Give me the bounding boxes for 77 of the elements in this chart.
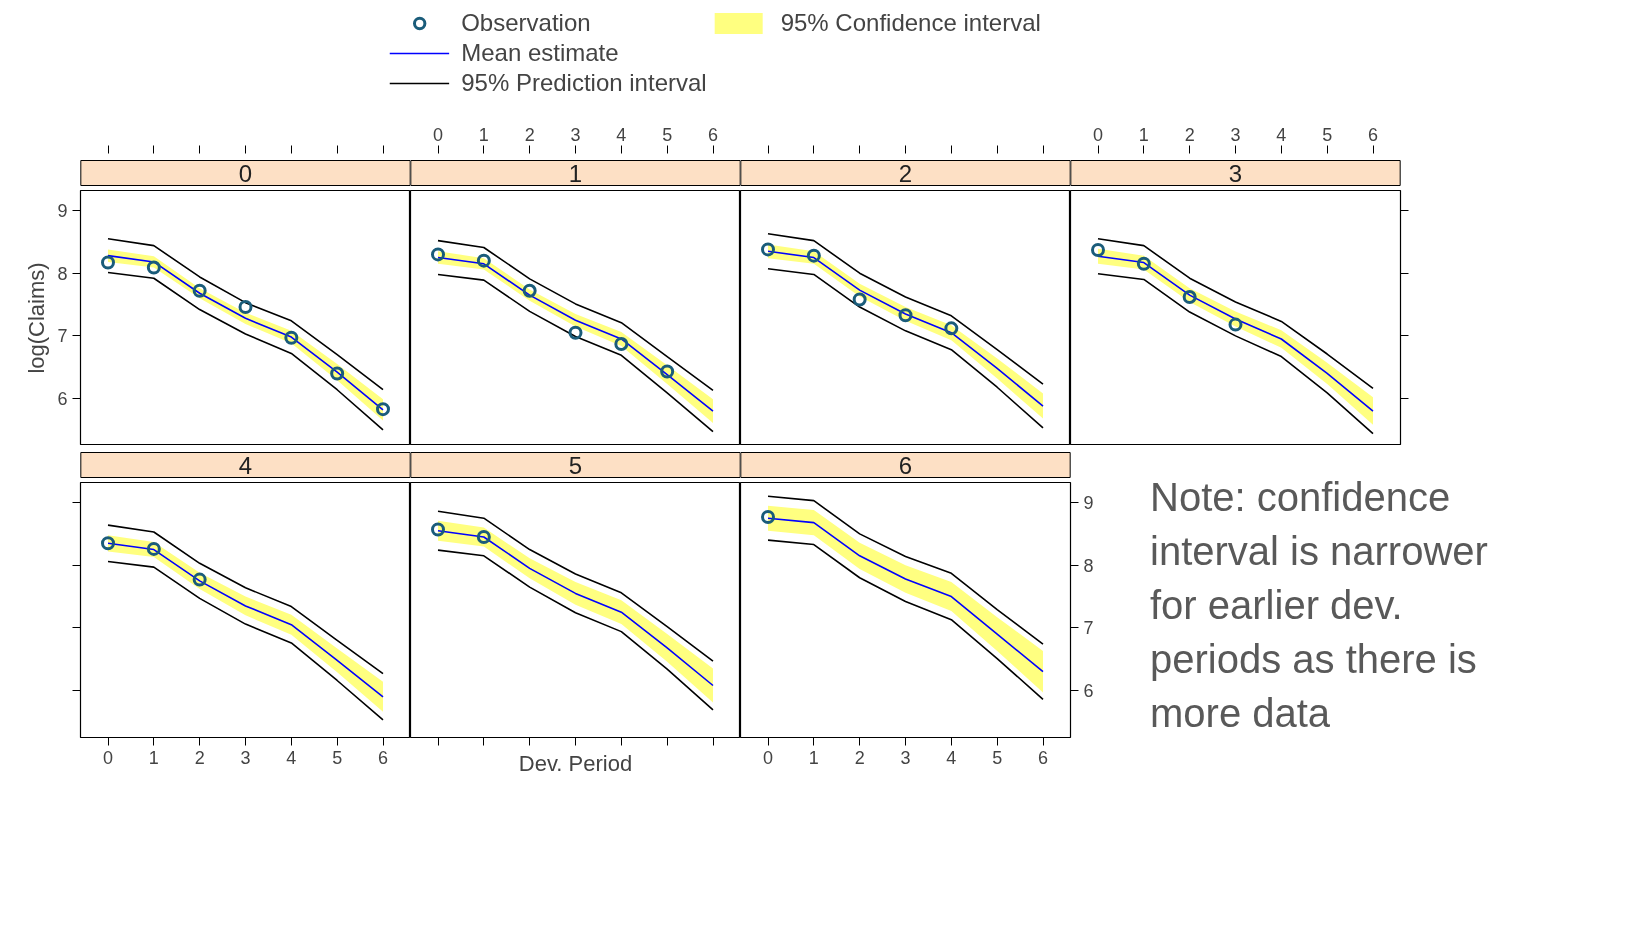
point — [568, 325, 583, 340]
point — [944, 321, 959, 336]
x-tick-label: 6 — [377, 747, 389, 768]
point — [898, 308, 913, 323]
x-tick-label: 5 — [992, 747, 1003, 768]
chart-title: 1 — [568, 159, 583, 187]
line-series — [767, 495, 1044, 645]
x-tick-label: 3 — [570, 124, 581, 145]
line-series — [107, 271, 384, 431]
x-tick-label: 0 — [432, 124, 444, 145]
x-tick-label: 3 — [240, 747, 251, 768]
point — [1136, 256, 1151, 271]
point — [238, 300, 253, 315]
point — [1228, 317, 1243, 332]
y-tick-label: 6 — [57, 389, 68, 410]
x-tick-label: 1 — [808, 747, 819, 768]
point — [146, 260, 161, 275]
text: Note: confidence interval is narrower for earlier dev. periods as there is more data — [1150, 474, 1489, 737]
x-tick-label: 4 — [946, 747, 957, 768]
y-tick-label: 8 — [1083, 555, 1094, 576]
line-series — [767, 539, 1044, 701]
chart-title: 0 — [238, 159, 253, 187]
x-tick-label: 5 — [1322, 124, 1333, 145]
point — [192, 283, 207, 298]
chart-title: 4 — [238, 451, 253, 479]
point — [284, 330, 299, 345]
x-tick-label: 4 — [1276, 124, 1287, 145]
x-tick-label: 6 — [1367, 124, 1379, 145]
x-tick-label: 4 — [616, 124, 627, 145]
line-series — [107, 237, 384, 391]
point — [431, 247, 445, 262]
y-axis-title: log(Claims) — [24, 262, 50, 374]
x-tick-label: 1 — [148, 747, 159, 768]
point — [376, 402, 390, 417]
point — [761, 242, 775, 257]
x-tick-label: 0 — [1092, 124, 1104, 145]
x-tick-label: 4 — [286, 747, 297, 768]
point — [330, 366, 345, 381]
legend-label: 95% Confidence interval — [780, 8, 1041, 37]
x-tick-label: 2 — [1184, 124, 1195, 145]
chart-title: 6 — [898, 451, 913, 479]
chart-title: 3 — [1228, 159, 1243, 187]
x-tick-label: 6 — [1037, 747, 1049, 768]
x-tick-label: 0 — [762, 747, 774, 768]
point — [476, 253, 491, 268]
legend-label: 95% Prediction interval — [461, 68, 707, 97]
x-axis-title: Dev. Period — [518, 750, 633, 776]
point — [522, 283, 537, 298]
point — [660, 364, 675, 379]
point — [1182, 290, 1197, 304]
legend-label: Observation — [461, 8, 591, 37]
x-tick-label: 5 — [332, 747, 343, 768]
x-tick-label: 5 — [662, 124, 673, 145]
legend-label: Mean estimate — [461, 38, 619, 67]
x-tick-label: 6 — [707, 124, 719, 145]
x-tick-label: 3 — [1230, 124, 1241, 145]
y-tick-label: 9 — [57, 201, 68, 222]
point — [614, 337, 629, 351]
line-series — [767, 517, 1044, 673]
y-tick-label: 9 — [1083, 493, 1094, 514]
point — [852, 292, 867, 307]
y-tick-label: 6 — [1083, 681, 1094, 702]
point — [806, 248, 821, 263]
x-tick-label: 1 — [1138, 124, 1149, 145]
x-tick-label: 1 — [478, 124, 489, 145]
y-tick-label: 8 — [57, 263, 68, 284]
chart-title: 5 — [568, 451, 583, 479]
y-tick-label: 7 — [57, 326, 68, 347]
point — [1091, 243, 1105, 258]
x-tick-label: 2 — [854, 747, 865, 768]
chart-title: 2 — [898, 159, 913, 187]
x-tick-label: 2 — [194, 747, 205, 768]
x-tick-label: 2 — [524, 124, 535, 145]
x-tick-label: 0 — [102, 747, 114, 768]
point — [101, 255, 115, 270]
y-tick-label: 7 — [1083, 618, 1094, 639]
x-tick-label: 3 — [900, 747, 911, 768]
